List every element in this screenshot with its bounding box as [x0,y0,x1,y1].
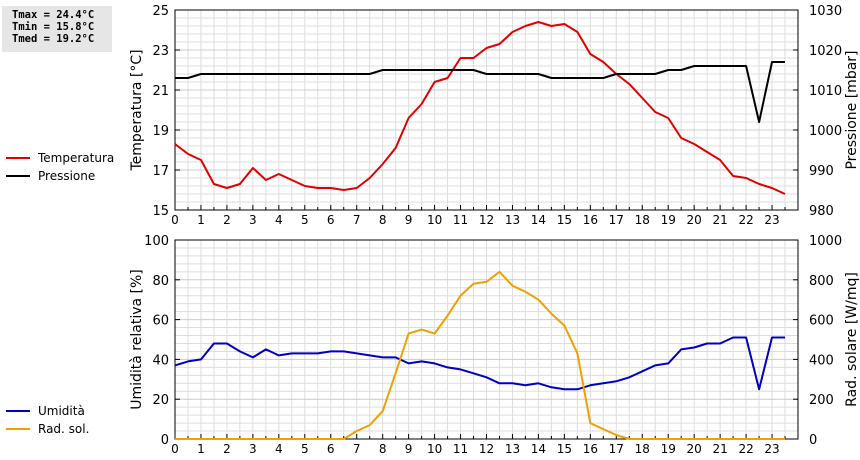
y-axis-label: Umidità relativa [%] [129,269,145,410]
x-tick-label: 2 [223,442,231,456]
legend-label: Umidità [38,404,85,418]
stat-tmin: Tmin = 15.8°C [12,21,95,33]
x-tick-label: 8 [379,442,387,456]
y2-tick-label: 800 [809,274,834,289]
x-tick-label: 13 [505,442,520,456]
y-tick-label: 40 [152,353,169,368]
x-tick-label: 0 [171,442,179,456]
x-tick-label: 22 [738,442,753,456]
series-line-1 [175,270,785,440]
y-tick-label: 25 [152,4,169,19]
chart-panel-top: 0 1 2 3 4 5 6 7 8 9 10 11 12 13 14 15 16 17 18 19 20 21 22 2315… [6,4,860,227]
series-line-0 [174,336,785,391]
x-tick-label: 20 [687,442,702,456]
x-tick-label: 7 [353,442,361,456]
y-tick-label: 80 [152,274,169,289]
x-tick-label: 19 [661,442,676,456]
y2-tick-label: 980 [809,204,834,219]
x-tick-label: 23 [764,442,779,456]
x-tick-label: 6 [327,442,335,456]
x-tick-label: 5 [301,213,309,227]
x-tick-label: 2 [223,213,231,227]
x-tick-label: 8 [379,213,387,227]
x-tick-label: 17 [609,213,624,227]
x-tick-label: 15 [557,213,572,227]
x-tick-label: 11 [453,442,468,456]
x-tick-label: 9 [405,213,413,227]
y-tick-label: 100 [144,234,169,249]
x-tick-label: 4 [275,213,283,227]
legend-label: Rad. sol. [38,422,89,436]
x-tick-label: 11 [453,213,468,227]
x-tick-label: 5 [301,442,309,456]
legend-label: Temperatura [37,151,114,165]
x-tick-label: 22 [738,213,753,227]
x-tick-label: 7 [353,213,361,227]
y-tick-label: 17 [152,164,169,179]
x-tick-label: 9 [405,442,413,456]
y-axis-label: Temperatura [°C] [129,49,145,171]
x-tick-label: 3 [249,442,257,456]
x-tick-label: 15 [557,442,572,456]
y-tick-label: 19 [152,124,169,139]
x-tick-label: 13 [505,213,520,227]
x-tick-label: 4 [275,442,283,456]
x-tick-label: 21 [712,213,727,227]
x-tick-label: 1 [197,213,205,227]
y2-axis-label: Pressione [mbar] [844,50,860,169]
x-tick-label: 18 [635,442,650,456]
y2-tick-label: 0 [809,433,817,448]
y2-tick-label: 990 [809,164,834,179]
y2-tick-label: 1030 [809,4,842,19]
stats-box: Tmax = 24.4°C Tmin = 15.8°C Tmed = 19.2°… [2,6,112,52]
y2-tick-label: 200 [809,393,834,408]
y-tick-label: 23 [152,44,169,59]
y2-tick-label: 1010 [809,84,842,99]
x-tick-label: 12 [479,442,494,456]
y2-axis-label: Rad. solare [W/mq] [844,272,860,407]
y-tick-label: 60 [152,314,169,329]
x-tick-label: 19 [661,213,676,227]
series-line-1 [175,61,785,123]
x-tick-label: 1 [197,442,205,456]
x-tick-label: 23 [764,213,779,227]
series-line-0 [174,21,786,195]
y-tick-label: 15 [152,204,169,219]
x-tick-label: 14 [531,213,546,227]
x-tick-label: 20 [687,213,702,227]
x-tick-label: 16 [583,442,598,456]
y-tick-label: 21 [152,84,169,99]
y2-tick-label: 1000 [809,124,842,139]
y2-tick-label: 1000 [809,234,842,249]
x-tick-label: 6 [327,213,335,227]
x-tick-label: 17 [609,442,624,456]
y-tick-label: 20 [152,393,169,408]
x-tick-label: 18 [635,213,650,227]
x-tick-label: 0 [171,213,179,227]
y2-tick-label: 600 [809,314,834,329]
stat-tmed: Tmed = 19.2°C [12,33,95,45]
x-tick-label: 14 [531,442,546,456]
y2-tick-label: 1020 [809,44,842,59]
x-tick-label: 21 [712,442,727,456]
x-tick-label: 10 [427,213,442,227]
y-tick-label: 0 [161,433,169,448]
stat-tmax: Tmax = 24.4°C [12,9,95,21]
x-tick-label: 3 [249,213,257,227]
x-tick-label: 12 [479,213,494,227]
chart-panel-bottom: 0 1 2 3 4 5 6 7 8 9 10 11 12 13 14 15 16 17 18 19 20 21 22 2302… [6,234,860,456]
legend-label: Pressione [38,169,95,183]
y2-tick-label: 400 [809,353,834,368]
x-tick-label: 10 [427,442,442,456]
x-tick-label: 16 [583,213,598,227]
